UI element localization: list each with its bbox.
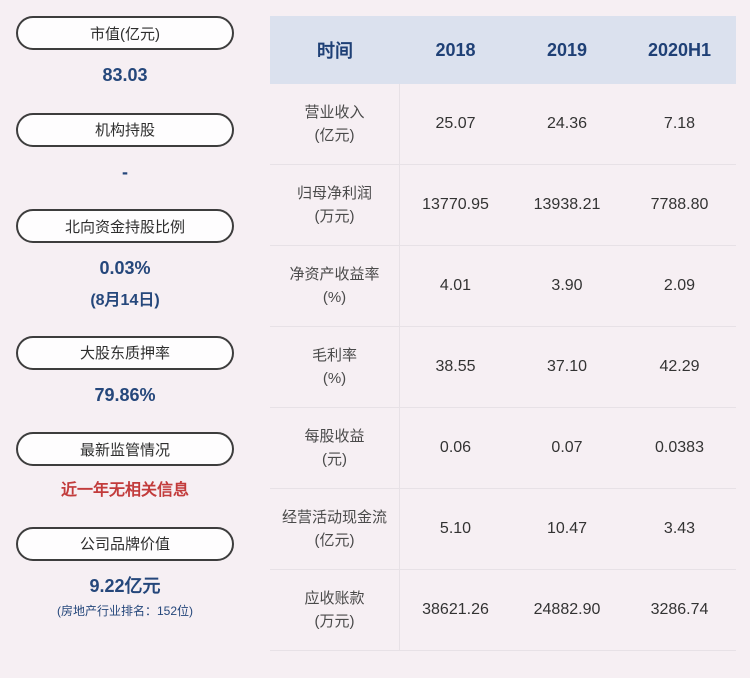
cell-2020h1: 2.09: [663, 277, 696, 294]
cell-2018: 5.10: [439, 520, 472, 537]
cell-2020h1: 3.43: [663, 520, 696, 537]
stat-pill-label: 公司品牌价值: [79, 536, 170, 554]
row-label: 归母净利润 (万元): [270, 165, 400, 245]
northbound-ratio-value: 0.03%: [99, 258, 151, 279]
cell-2020h1: 7.18: [663, 115, 696, 132]
table-row-roe: 净资产收益率 (%) 4.01 3.90 2.09: [270, 246, 736, 327]
stat-group-market-cap: 市值(亿元) 83.03: [16, 16, 234, 87]
row-name: 净资产收益率: [289, 265, 380, 283]
stat-group-regulatory-status: 最新监管情况 近一年无相关信息: [16, 432, 234, 500]
table-row-operating-cash-flow: 经营活动现金流 (亿元) 5.10 10.47 3.43: [270, 489, 736, 570]
market-cap-value: 83.03: [102, 65, 148, 85]
cell-2018: 13770.95: [422, 196, 489, 213]
row-name: 归母净利润: [296, 184, 372, 202]
cell-2020h1: 0.0383: [655, 439, 704, 456]
row-name: 营业收入: [304, 103, 365, 121]
stat-pill-brand-value[interactable]: 公司品牌价值: [16, 526, 234, 561]
cell-2019: 0.07: [551, 439, 583, 456]
table-row-gross-margin: 毛利率 (%) 38.55 37.10 42.29: [270, 327, 736, 408]
cell-2020h1: 42.29: [659, 358, 700, 375]
header-2019: 2019: [546, 39, 588, 60]
stat-pill-regulatory-status[interactable]: 最新监管情况: [16, 432, 234, 467]
regulatory-status-value: 近一年无相关信息: [60, 482, 189, 500]
row-name: 每股收益: [304, 427, 365, 445]
stat-group-institutional-holdings: 机构持股 -: [16, 112, 234, 184]
row-unit: (亿元): [314, 127, 355, 144]
row-name: 应收账款: [304, 589, 365, 607]
cell-2018: 4.01: [439, 277, 472, 294]
row-label: 每股收益 (元): [270, 408, 400, 488]
cell-2019: 13938.21: [533, 196, 601, 213]
cell-2018: 38621.26: [422, 601, 489, 618]
row-unit: (万元): [314, 208, 355, 225]
stat-group-northbound-ratio: 北向资金持股比例 0.03% (8月14日): [16, 209, 234, 310]
stat-pill-label: 市值(亿元): [90, 25, 160, 43]
header-2020h1: 2020H1: [647, 39, 712, 60]
table-header: 时间 2018 2019 2020H1: [270, 16, 736, 84]
stat-group-brand-value: 公司品牌价值 9.22亿元 (房地产行业排名：152位): [16, 526, 234, 620]
stat-pill-label: 最新监管情况: [79, 441, 170, 459]
institutional-holdings-value: -: [122, 161, 128, 182]
sidebar: 市值(亿元) 83.03 机构持股 - 北向资金持股比例 0.03% (8月14…: [16, 16, 234, 645]
cell-2018: 38.55: [435, 358, 476, 375]
stat-pill-label: 大股东质押率: [79, 345, 170, 363]
row-unit: (万元): [314, 613, 355, 630]
row-unit: (%): [322, 370, 347, 387]
stat-group-shareholder-pledge: 大股东质押率 79.86%: [16, 335, 234, 407]
row-unit: (元): [322, 451, 347, 468]
row-unit: (亿元): [314, 532, 355, 549]
row-label: 毛利率 (%): [270, 327, 400, 407]
stat-pill-institutional-holdings[interactable]: 机构持股: [16, 112, 234, 147]
brand-value-amount: 9.22亿元: [89, 575, 161, 596]
cell-2018: 0.06: [439, 439, 472, 456]
header-time: 时间: [317, 41, 353, 61]
stat-pill-northbound-ratio[interactable]: 北向资金持股比例: [16, 209, 234, 244]
table-row-net-profit: 归母净利润 (万元) 13770.95 13938.21 7788.80: [270, 165, 736, 246]
row-label: 经营活动现金流 (亿元): [270, 489, 400, 569]
header-2018: 2018: [435, 39, 476, 60]
table-row-revenue: 营业收入 (亿元) 25.07 24.36 7.18: [270, 84, 736, 165]
row-name: 毛利率: [311, 346, 357, 364]
row-unit: (%): [322, 289, 347, 306]
stat-pill-market-cap[interactable]: 市值(亿元): [16, 16, 234, 50]
table-row-eps: 每股收益 (元) 0.06 0.07 0.0383: [270, 408, 736, 489]
stat-pill-label: 机构持股: [94, 122, 155, 140]
cell-2018: 25.07: [435, 115, 476, 132]
cell-2020h1: 7788.80: [650, 196, 709, 213]
cell-2019: 37.10: [546, 358, 588, 375]
row-label: 营业收入 (亿元): [270, 84, 400, 164]
row-name: 经营活动现金流: [281, 508, 387, 526]
stat-pill-shareholder-pledge[interactable]: 大股东质押率: [16, 335, 234, 370]
shareholder-pledge-value: 79.86%: [94, 384, 156, 405]
stat-pill-label: 北向资金持股比例: [64, 218, 185, 236]
financials-table: 时间 2018 2019 2020H1 营业收入 (亿元) 25.07 24.3…: [270, 16, 736, 651]
brand-value-rank: (房地产行业排名：152位): [56, 604, 193, 619]
row-label: 净资产收益率 (%): [270, 246, 400, 326]
table-row-accounts-receivable: 应收账款 (万元) 38621.26 24882.90 3286.74: [270, 570, 736, 651]
cell-2019: 10.47: [546, 520, 588, 537]
cell-2020h1: 3286.74: [650, 601, 709, 618]
cell-2019: 24882.90: [533, 601, 601, 618]
northbound-ratio-date: (8月14日): [90, 291, 160, 309]
row-label: 应收账款 (万元): [270, 570, 400, 650]
cell-2019: 24.36: [546, 115, 588, 132]
cell-2019: 3.90: [551, 277, 583, 294]
